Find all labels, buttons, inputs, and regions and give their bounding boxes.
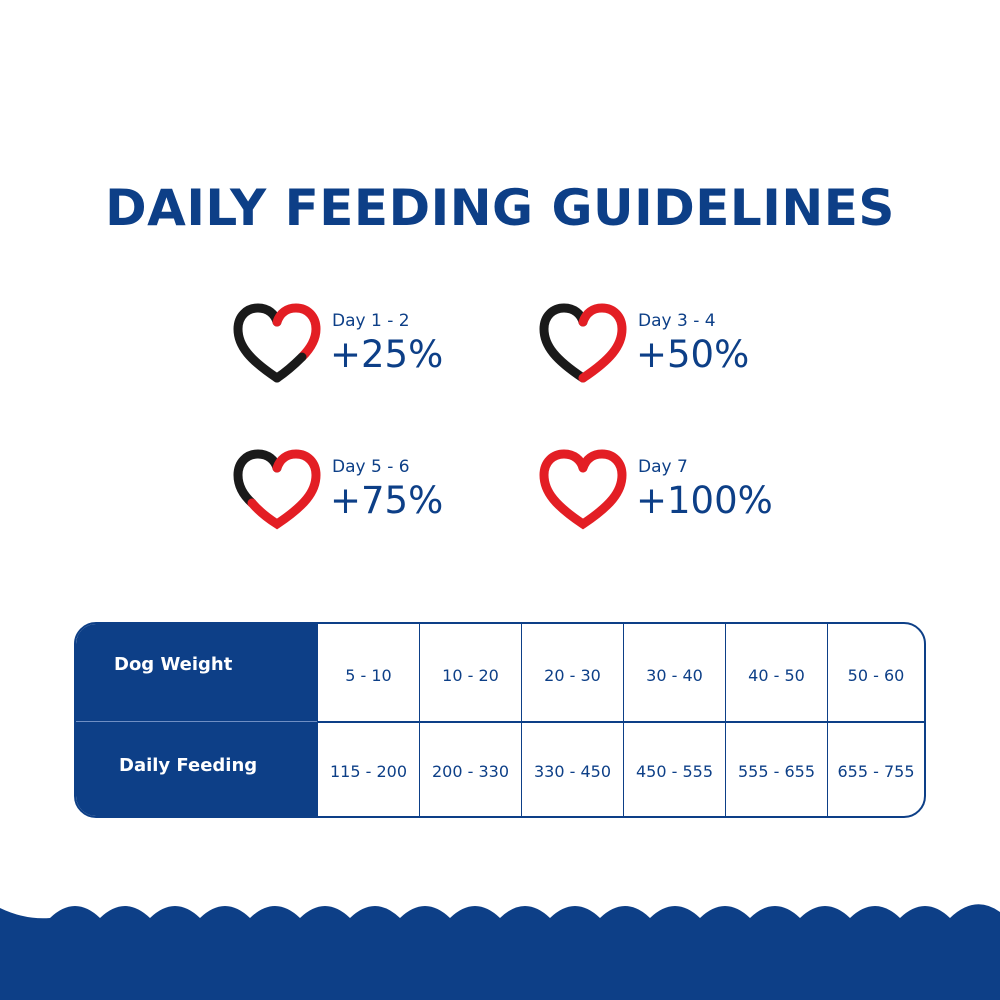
feeding-step-4: Day 7 +100% (538, 448, 838, 538)
step-percent: +25% (330, 333, 444, 376)
step-percent: +100% (636, 479, 773, 522)
feeding-step-2: Day 3 - 4 +50% (538, 302, 838, 392)
feeding-cell: 555 - 655 (725, 722, 827, 816)
step-day-label: Day 7 (638, 457, 688, 477)
heart-icon (539, 449, 627, 530)
weight-cell: 5 - 10 (317, 624, 419, 721)
heart-icon (233, 449, 321, 530)
step-day-label: Day 1 - 2 (332, 311, 410, 331)
heart-icon (539, 303, 627, 383)
feeding-cell: 450 - 555 (623, 722, 725, 816)
row-divider (76, 721, 317, 722)
feeding-cell: 115 - 200 (317, 722, 419, 816)
step-day-label: Day 5 - 6 (332, 457, 410, 477)
feeding-cell: 330 - 450 (521, 722, 623, 816)
step-percent: +75% (330, 479, 444, 522)
feeding-cell: 655 - 755 (827, 722, 924, 816)
row-header-feeding: Daily Feeding (76, 722, 317, 816)
feeding-table: Dog Weight Daily Feeding 5 - 10 10 - 20 … (74, 622, 926, 818)
wave-footer (0, 904, 1000, 1000)
page-title: DAILY FEEDING GUIDELINES (105, 179, 895, 237)
row-header-label: Daily Feeding (119, 755, 258, 776)
step-percent: +50% (636, 333, 750, 376)
heart-icon (233, 303, 321, 383)
weight-cell: 10 - 20 (419, 624, 521, 721)
feeding-cell: 200 - 330 (419, 722, 521, 816)
weight-cell: 50 - 60 (827, 624, 924, 721)
row-divider (317, 721, 924, 723)
step-day-label: Day 3 - 4 (638, 311, 716, 331)
row-header-label: Dog Weight (114, 654, 233, 675)
weight-cell: 30 - 40 (623, 624, 725, 721)
weight-cell: 20 - 30 (521, 624, 623, 721)
row-header-weight: Dog Weight (76, 624, 317, 721)
feeding-step-3: Day 5 - 6 +75% (232, 448, 532, 538)
feeding-step-1: Day 1 - 2 +25% (232, 302, 532, 392)
weight-cell: 40 - 50 (725, 624, 827, 721)
